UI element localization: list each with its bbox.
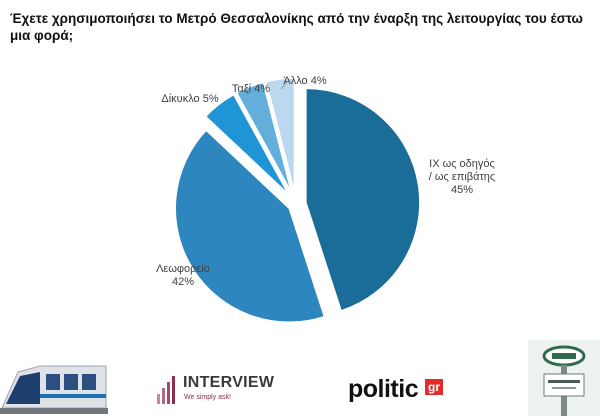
pie-slice-2 [174,129,326,324]
pie-label-2: Λεωφορείο 42% [156,263,210,288]
politic-suffix-badge: gr [425,379,443,395]
interview-name: INTERVIEW [183,374,275,391]
footer: INTERVIEW We simply ask! politic gr [0,340,600,416]
pie-slice-3 [204,93,290,196]
politic-name: politic [348,375,419,403]
pie-slices [174,77,421,324]
pie-label-5: Άλλο 4% [283,75,326,87]
pie-label-1: ΙΧ ως οδηγός / ως επιβάτης 45% [429,158,495,196]
interview-tagline: We simply ask! [184,394,231,401]
chart-question-title: Έχετε χρησιμοποιήσει το Μετρό Θεσσαλονίκ… [10,11,583,43]
pie-slice-4 [235,81,293,194]
politic-logo: politic gr [348,375,458,405]
interview-bars-icon [157,374,181,404]
pie-label-3: Δίκυκλο 5% [161,93,218,105]
pie-slice-5 [265,77,296,193]
pie-labels: ΙΧ ως οδηγός / ως επιβάτης 45% Λεωφορείο 42%… [156,75,495,288]
metro-station-sign-image [528,340,600,416]
pie-leader-line [280,80,289,90]
metro-train-image [0,365,108,414]
pie-label-4: Ταξί 4% [232,83,270,95]
pie-slice-1 [305,87,421,312]
interview-logo: INTERVIEW We simply ask! [157,374,287,408]
